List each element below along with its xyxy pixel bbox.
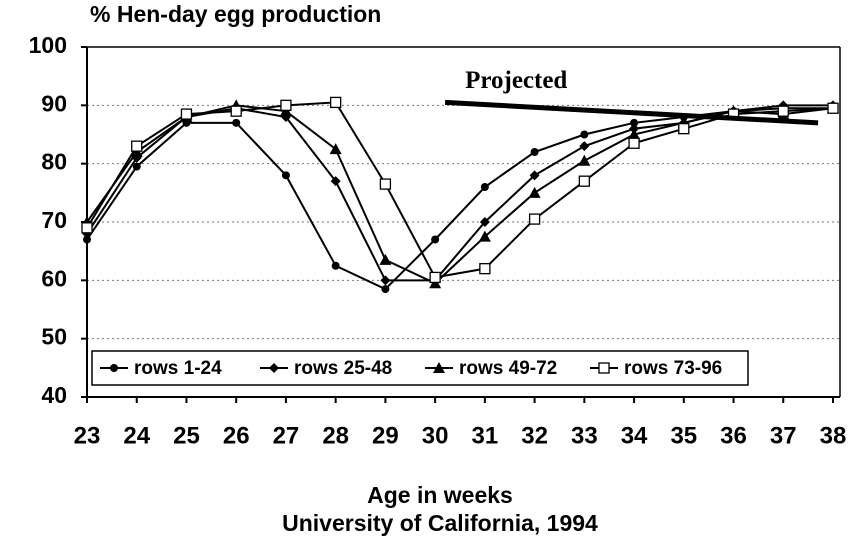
- point: [480, 183, 489, 191]
- projected-line: [444, 99, 819, 126]
- point: [230, 105, 242, 117]
- point: [81, 222, 93, 234]
- point: [678, 123, 690, 135]
- x-tick-label: 29: [372, 422, 399, 449]
- point: [528, 186, 541, 198]
- point: [429, 271, 441, 284]
- point: [331, 261, 340, 270]
- y-tick-label: 70: [41, 207, 67, 233]
- y-tick-label: 60: [41, 265, 67, 291]
- point: [578, 154, 591, 166]
- point: [777, 105, 789, 117]
- x-axis-label: Age in weeks: [367, 482, 513, 508]
- point: [628, 137, 640, 149]
- point: [330, 96, 342, 109]
- point: [579, 141, 590, 152]
- chart-title: % Hen-day egg production: [90, 1, 381, 27]
- point: [528, 213, 541, 225]
- point: [232, 118, 241, 127]
- caption: University of California, 1994: [282, 510, 598, 536]
- point: [827, 102, 839, 114]
- x-tick-label: 34: [621, 422, 648, 449]
- legend-box: [91, 350, 749, 386]
- point: [180, 108, 193, 120]
- y-tick-label: 90: [41, 90, 67, 116]
- x-tick-label: 35: [670, 422, 697, 449]
- y-tick-label: 40: [41, 382, 67, 408]
- x-tick-label: 23: [74, 422, 101, 449]
- series-line: [86, 107, 833, 291]
- x-tick-label: 38: [820, 422, 847, 449]
- point: [530, 148, 539, 156]
- point: [381, 285, 390, 294]
- point: [379, 253, 392, 265]
- x-tick-label: 32: [521, 422, 548, 449]
- legend-marker: [433, 362, 445, 373]
- point: [280, 99, 292, 111]
- x-tick-label: 28: [322, 422, 349, 449]
- point: [431, 235, 440, 244]
- point: [379, 178, 392, 190]
- point: [630, 118, 639, 127]
- x-tick-label: 27: [273, 422, 300, 449]
- point: [281, 171, 290, 180]
- point: [329, 143, 342, 155]
- series-line: [86, 101, 834, 279]
- x-tick-label: 24: [123, 422, 150, 449]
- point: [479, 263, 491, 275]
- legend-marker: [110, 364, 118, 372]
- x-tick-label: 26: [223, 422, 250, 449]
- point: [479, 217, 490, 227]
- legend-label: rows 1-24: [134, 358, 222, 379]
- legend-label: rows 73-96: [624, 358, 722, 379]
- y-tick-label: 50: [41, 324, 67, 350]
- y-tick-label: 100: [29, 32, 67, 58]
- x-tick-label: 31: [472, 422, 499, 449]
- point: [83, 235, 91, 244]
- point: [628, 128, 641, 140]
- point: [380, 275, 391, 286]
- point: [529, 170, 540, 181]
- series-line: [86, 104, 833, 282]
- legend-label: rows 25-48: [294, 358, 392, 379]
- point: [580, 130, 589, 139]
- annotation: Projected: [465, 67, 567, 94]
- point: [578, 175, 590, 187]
- x-tick-label: 36: [720, 422, 747, 449]
- point: [478, 230, 491, 242]
- legend-marker: [598, 362, 610, 374]
- x-tick-label: 30: [422, 422, 449, 449]
- x-tick-label: 33: [571, 422, 598, 449]
- legend-marker: [269, 363, 279, 373]
- point: [132, 162, 141, 171]
- legend-label: rows 49-72: [459, 358, 557, 379]
- point: [330, 176, 341, 187]
- series-line: [86, 104, 834, 285]
- y-tick-label: 80: [41, 149, 67, 175]
- point: [131, 140, 143, 152]
- x-tick-label: 37: [770, 422, 797, 449]
- x-tick-label: 25: [173, 422, 200, 449]
